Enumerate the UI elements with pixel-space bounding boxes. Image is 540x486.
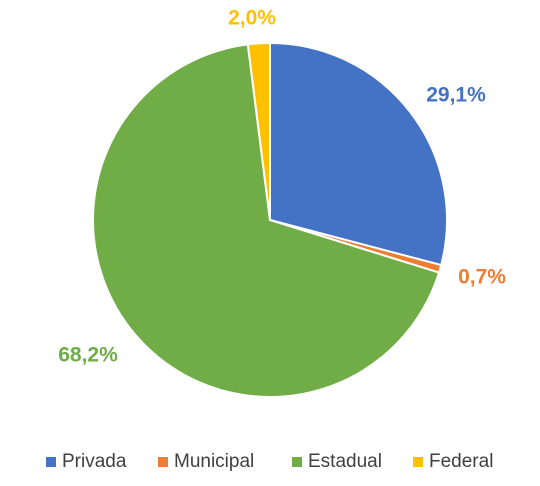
legend-swatch-privada <box>46 457 56 467</box>
pie-slice-privada <box>269 42 448 267</box>
pie-slices <box>92 42 448 398</box>
data-label-estadual: 68,2% <box>58 344 118 367</box>
legend-item-federal: Federal <box>413 451 493 472</box>
legend-label-privada: Privada <box>62 451 127 472</box>
legend-item-estadual: Estadual <box>292 451 382 472</box>
pie-data-labels: 29,1% 0,7% 68,2% 2,0% <box>58 7 506 367</box>
chart-legend: Privada Municipal Estadual Federal <box>46 451 493 472</box>
data-label-municipal: 0,7% <box>458 266 506 289</box>
legend-swatch-estadual <box>292 457 302 467</box>
legend-item-privada: Privada <box>46 451 127 472</box>
legend-swatch-municipal <box>158 457 168 467</box>
pie-slice-estadual <box>92 43 441 398</box>
data-label-federal: 2,0% <box>228 7 276 30</box>
legend-label-federal: Federal <box>429 451 493 472</box>
legend-swatch-federal <box>413 457 423 467</box>
pie-slice-federal <box>246 42 271 221</box>
legend-item-municipal: Municipal <box>158 451 254 472</box>
legend-label-estadual: Estadual <box>308 451 382 472</box>
data-label-privada: 29,1% <box>426 84 486 107</box>
legend-label-municipal: Municipal <box>174 451 254 472</box>
